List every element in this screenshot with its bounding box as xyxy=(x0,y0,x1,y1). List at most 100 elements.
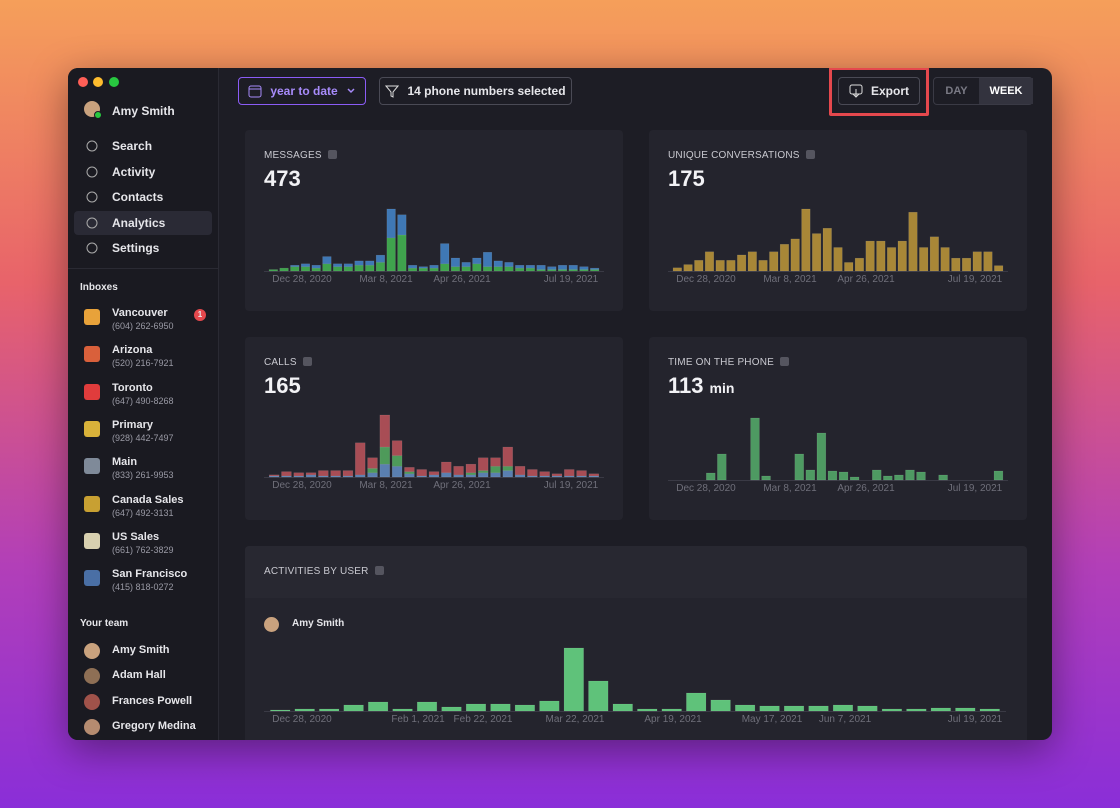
inbox-icon xyxy=(84,495,100,512)
team-member[interactable]: Gregory Medina xyxy=(112,719,196,732)
bar xyxy=(794,453,804,481)
bar xyxy=(319,708,340,712)
x-label: Feb 22, 2021 xyxy=(453,714,513,725)
bar xyxy=(379,414,390,448)
bar xyxy=(747,251,757,272)
card-title: TIME ON THE PHONE xyxy=(668,357,790,368)
bar xyxy=(333,266,343,272)
bar xyxy=(790,238,800,272)
team-member[interactable]: Amy Smith xyxy=(112,644,170,656)
bar xyxy=(979,708,1000,712)
bar xyxy=(504,266,514,272)
nav-icon xyxy=(86,140,98,152)
bar xyxy=(564,469,575,477)
inbox-name[interactable]: Canada Sales xyxy=(112,493,184,506)
inbox-icon xyxy=(84,383,100,400)
bar xyxy=(490,472,501,478)
bar xyxy=(268,269,278,272)
bar xyxy=(493,260,503,267)
bar xyxy=(737,254,747,272)
inbox-icon xyxy=(84,346,100,363)
bar xyxy=(461,262,471,267)
bar xyxy=(290,264,300,267)
inbox-phone: (833) 261-9953 xyxy=(112,470,174,481)
inbox-icon xyxy=(84,458,100,475)
x-label: Jun 7, 2021 xyxy=(818,714,872,725)
x-label: Mar 22, 2021 xyxy=(545,714,605,725)
bar xyxy=(961,257,972,272)
bar xyxy=(557,264,568,270)
highlight xyxy=(829,68,929,116)
bar xyxy=(906,708,927,712)
user-avatar xyxy=(84,101,102,119)
team-avatar xyxy=(84,718,100,735)
team-member[interactable]: Frances Powell xyxy=(112,694,193,707)
inbox-name[interactable]: Primary xyxy=(112,418,153,431)
bar xyxy=(305,472,317,476)
bar xyxy=(612,703,633,712)
card-title-text: MESSAGES xyxy=(264,150,322,161)
x-label: Jul 19, 2021 xyxy=(543,480,599,491)
bar xyxy=(311,264,321,269)
bar xyxy=(983,251,993,272)
icon-shape xyxy=(86,191,98,203)
bar xyxy=(919,247,929,272)
team-member[interactable]: Adam Hall xyxy=(112,669,166,682)
bar xyxy=(908,211,918,272)
bar xyxy=(490,466,501,473)
bar xyxy=(397,234,407,272)
bar xyxy=(453,466,464,476)
bar xyxy=(883,475,893,481)
bar xyxy=(465,703,487,712)
x-label: Mar 8, 2021 xyxy=(359,480,413,491)
export-button[interactable]: Export xyxy=(838,77,920,105)
bar xyxy=(391,440,403,456)
user-avatar xyxy=(264,617,279,632)
nav-item[interactable]: Activity xyxy=(112,165,156,179)
x-label: Jul 19, 2021 xyxy=(947,714,1003,725)
nav-item[interactable]: Settings xyxy=(112,241,160,255)
bar xyxy=(504,262,514,267)
inbox-name[interactable]: US Sales xyxy=(112,530,160,543)
bar xyxy=(416,469,427,477)
bar xyxy=(502,470,513,478)
team-avatar xyxy=(84,668,100,685)
date-range-button[interactable]: year to date xyxy=(238,77,366,105)
nav-item[interactable]: Search xyxy=(112,139,153,153)
inbox-name[interactable]: Arizona xyxy=(112,344,153,357)
bar xyxy=(355,442,366,476)
bar xyxy=(672,267,682,272)
x-label: May 17, 2021 xyxy=(741,714,803,725)
bar xyxy=(637,708,658,712)
total-value: 165 xyxy=(264,373,301,398)
bar xyxy=(367,468,378,473)
info-icon xyxy=(780,357,790,366)
bar xyxy=(429,267,439,272)
inbox-icon xyxy=(84,420,100,437)
icon-shape xyxy=(86,217,98,229)
bar xyxy=(322,256,332,265)
inbox-name[interactable]: Vancouver xyxy=(112,307,168,319)
inbox-name[interactable]: Main xyxy=(112,456,138,469)
bar xyxy=(854,257,864,272)
bar xyxy=(318,470,329,477)
toggle-option[interactable]: DAY xyxy=(945,85,968,97)
bar xyxy=(525,264,535,269)
nav-item[interactable]: Contacts xyxy=(112,190,164,204)
icon-shape xyxy=(86,140,98,152)
bar xyxy=(955,707,976,712)
nav-item[interactable]: Analytics xyxy=(112,216,166,230)
bar xyxy=(354,264,364,272)
x-label: Dec 28, 2020 xyxy=(272,714,332,725)
card-total: 473 xyxy=(264,166,301,192)
unread-badge: 1 xyxy=(194,309,206,321)
inbox-name[interactable]: San Francisco xyxy=(112,568,188,581)
metric-card: CALLS 165 Dec 28, 2020 Mar 8, 2021 Apr 26, 2… xyxy=(245,337,623,520)
nav-icon xyxy=(86,242,98,254)
inbox-name[interactable]: Toronto xyxy=(112,381,153,394)
bar xyxy=(450,257,460,267)
bar xyxy=(300,266,311,272)
toggle-option[interactable]: WEEK xyxy=(979,78,1033,104)
filter-button[interactable]: 14 phone numbers selected xyxy=(379,77,572,105)
bar xyxy=(429,264,439,269)
